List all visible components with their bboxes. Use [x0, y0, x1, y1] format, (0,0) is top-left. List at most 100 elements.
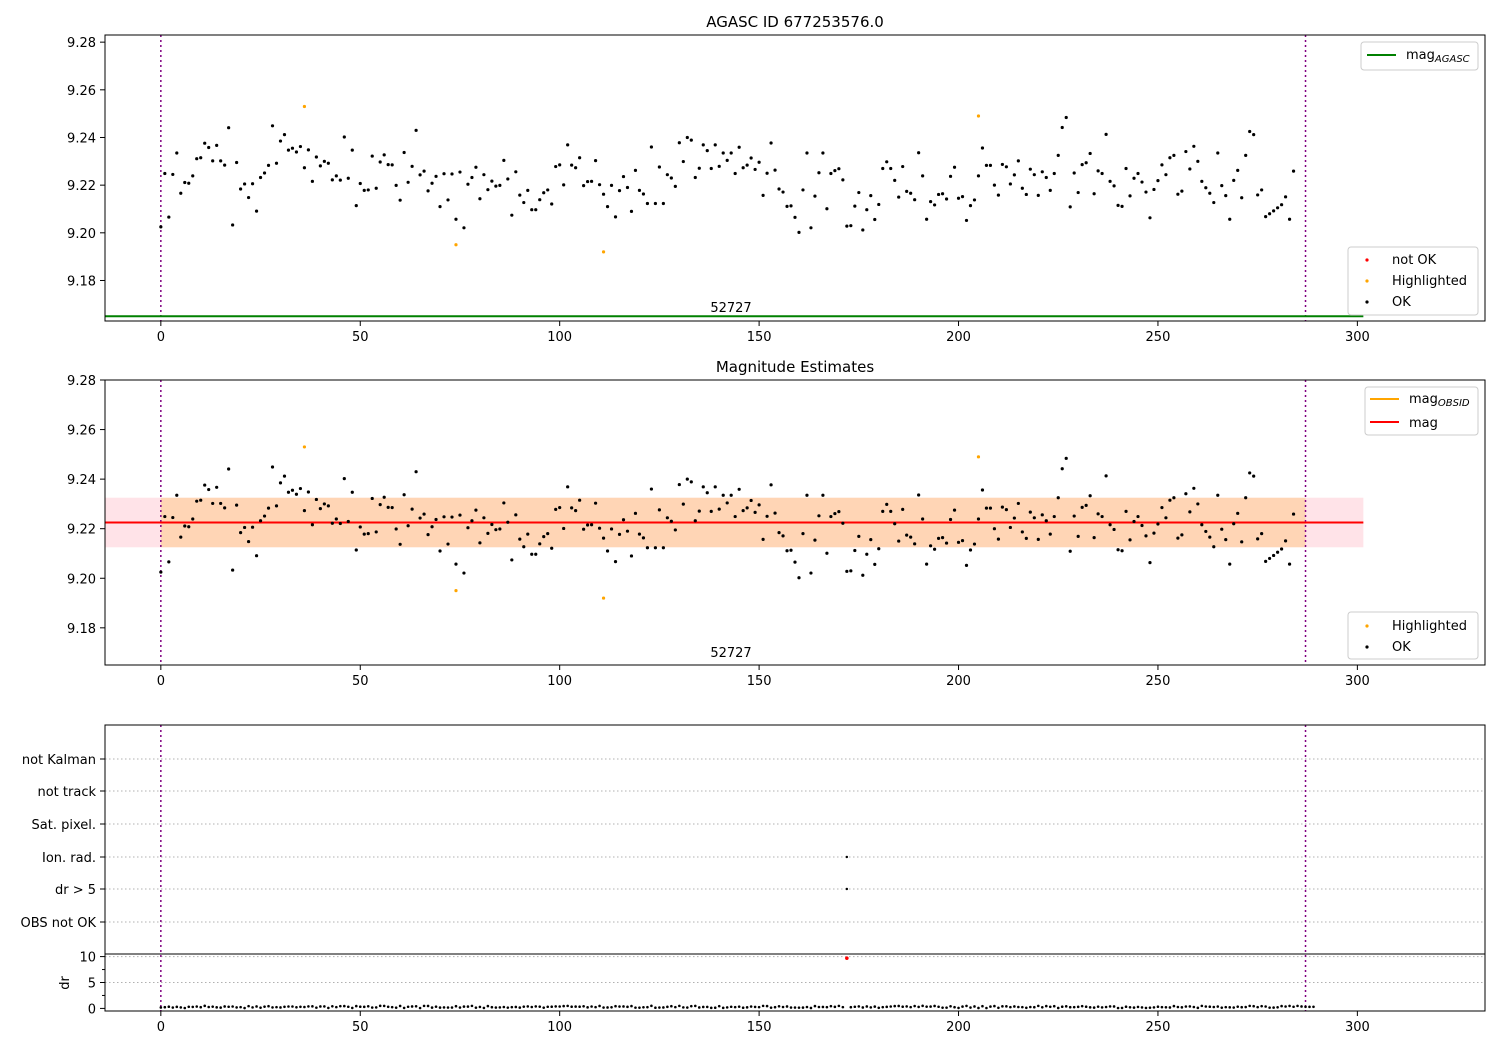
- agasc-ok-point: [677, 141, 681, 145]
- magnitude-ok-point: [661, 546, 665, 550]
- dr-point: [757, 1005, 761, 1009]
- flag-label: not track: [37, 785, 96, 800]
- agasc-ok-point: [877, 202, 881, 207]
- magnitude-ok-point: [645, 546, 650, 550]
- magnitude-ok-point: [944, 541, 949, 545]
- magnitude-ok-point: [913, 542, 917, 546]
- magnitude-ok-point: [709, 509, 713, 513]
- agasc-ok-point: [342, 135, 346, 139]
- agasc-ok-point: [605, 205, 610, 209]
- magnitude-ok-point: [334, 517, 338, 521]
- dr-point: [1076, 1005, 1080, 1009]
- agasc-ok-point: [470, 175, 474, 180]
- magnitude-ok-point: [522, 545, 526, 549]
- magnitude-ok-point: [426, 533, 430, 537]
- dr-point: [733, 1005, 737, 1009]
- agasc-ok-point: [745, 163, 749, 167]
- magnitude-ok-point: [227, 467, 231, 471]
- magnitude-ok-point: [968, 548, 973, 552]
- dr-point: [861, 1006, 865, 1009]
- magnitude-ok-point: [514, 513, 518, 517]
- magnitude-ok-point: [777, 531, 781, 535]
- dr-point: [291, 1005, 294, 1008]
- magnitude-ok-point: [1112, 527, 1116, 532]
- magnitude-ok-point: [1128, 538, 1132, 542]
- magnitude-ok-point: [546, 532, 550, 536]
- agasc-ok-point: [187, 181, 191, 185]
- dr-point: [374, 1006, 378, 1009]
- dr-point: [1284, 1005, 1287, 1008]
- agasc-ok-point: [729, 151, 733, 155]
- agasc-legend-mag: mag: [1406, 48, 1435, 63]
- magnitude-ok-point: [442, 515, 446, 519]
- magnitude-ok-point: [617, 532, 622, 536]
- dr-point: [167, 1005, 171, 1008]
- agasc-ok-point: [183, 180, 187, 185]
- dr-point: [753, 1005, 757, 1009]
- agasc-ok-point: [833, 169, 837, 173]
- agasc-ok-point: [510, 213, 514, 217]
- dr-point: [323, 1005, 326, 1008]
- dr-point: [701, 1005, 705, 1009]
- dr-point: [414, 1004, 418, 1008]
- dr-ytick-label: 5: [88, 977, 96, 992]
- magnitude-ok-point: [1080, 505, 1084, 509]
- magnitude-ok-point: [203, 483, 207, 487]
- magnitude-ok-point: [254, 554, 259, 558]
- magnitude-ok-point: [318, 507, 322, 511]
- magnitude-ok-point: [167, 560, 171, 564]
- dr-point: [498, 1006, 502, 1009]
- magnitude-ok-point: [159, 570, 163, 574]
- dr-point: [1092, 1006, 1096, 1009]
- agasc-ok-point: [338, 178, 342, 182]
- dr-point: [426, 1004, 430, 1008]
- magnitude-ok-point: [705, 491, 709, 495]
- agasc-ok-point: [952, 165, 957, 169]
- agasc-ok-point: [1192, 144, 1196, 148]
- agasc-ok-point: [1272, 209, 1276, 213]
- agasc-ok-point: [1028, 167, 1032, 171]
- magnitude-ok-point: [613, 560, 618, 564]
- dr-point: [1240, 1005, 1244, 1009]
- dr-point: [1100, 1006, 1104, 1009]
- dr-point: [805, 1005, 809, 1009]
- magnitude-ok-point: [1040, 513, 1044, 517]
- dr-point: [470, 1004, 474, 1008]
- agasc-ok-point: [1188, 167, 1192, 171]
- agasc-ok-point: [992, 183, 997, 187]
- magnitude-ok-point: [956, 540, 961, 544]
- dr-point: [339, 1004, 342, 1008]
- dr-point: [1152, 1006, 1156, 1009]
- agasc-ok-point: [1156, 179, 1160, 183]
- magnitude-ok-point: [290, 488, 295, 492]
- flags-xtick-label: 0: [157, 1020, 165, 1035]
- dr-point: [402, 1006, 406, 1010]
- dr-point: [311, 1005, 314, 1008]
- magnitude-ok-point: [354, 548, 358, 552]
- flag-label: Ion. rad.: [42, 851, 96, 866]
- magnitude-ok-point: [769, 483, 773, 487]
- agasc-ok-point: [318, 164, 322, 168]
- dr-point: [207, 1005, 210, 1009]
- dr-point: [1144, 1006, 1148, 1010]
- agasc-ok-point: [829, 171, 833, 176]
- agasc-ok-point: [546, 188, 550, 192]
- magnitude-ok-point: [697, 509, 701, 513]
- magnitude-ok-point: [586, 523, 590, 527]
- dr-point: [797, 1006, 801, 1009]
- magnitude-ok-point: [1256, 537, 1260, 541]
- agasc-ok-point: [1084, 161, 1088, 165]
- magnitude-ok-point: [996, 537, 1001, 541]
- magnitude-ok-point: [446, 542, 450, 546]
- dr-point: [945, 1006, 948, 1009]
- dr-point: [362, 1005, 366, 1009]
- agasc-ok-point: [1204, 186, 1208, 190]
- magnitude-ok-point: [1124, 509, 1128, 513]
- dr-point: [494, 1006, 498, 1009]
- dr-point: [462, 1005, 466, 1008]
- dr-point: [578, 1005, 581, 1008]
- agasc-ok-point: [258, 175, 263, 180]
- dr-point: [1088, 1006, 1092, 1009]
- magnitude-obsid-label: 52727: [710, 646, 751, 661]
- magnitude-legend-ok: OK: [1392, 640, 1411, 655]
